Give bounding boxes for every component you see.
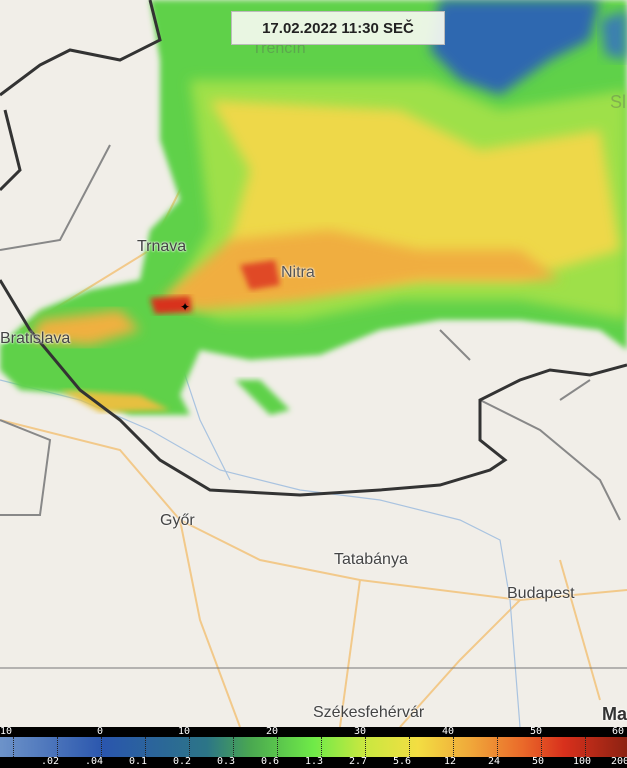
- gradient-tick: [409, 737, 411, 757]
- gradient-tick: [277, 737, 279, 757]
- color-gradient: [0, 737, 627, 757]
- country-label-hungary: Ma: [602, 704, 627, 724]
- dbz-label: 50: [529, 726, 543, 737]
- rate-label: 2.7: [348, 756, 368, 767]
- rate-label: 0.3: [216, 756, 236, 767]
- dbz-label: 30: [353, 726, 367, 737]
- gradient-tick: [365, 737, 367, 757]
- rate-label: 0.6: [260, 756, 280, 767]
- city-label-trnava: Trnava: [137, 238, 187, 255]
- radar-map[interactable]: Trenčín Trnava Nitra Bratislava Győr Tat…: [0, 0, 627, 727]
- gradient-tick: [497, 737, 499, 757]
- gradient-tick: [453, 737, 455, 757]
- dbz-label: 0: [96, 726, 104, 737]
- rate-label: 12: [443, 756, 457, 767]
- dbz-label: 40: [441, 726, 455, 737]
- gradient-tick: [57, 737, 59, 757]
- city-label-budapest: Budapest: [507, 585, 575, 602]
- rate-label: 24: [487, 756, 501, 767]
- rate-label: 100: [572, 756, 592, 767]
- city-label-gyor: Győr: [160, 512, 195, 529]
- timestamp: 17.02.2022 11:30 SEČ: [262, 19, 414, 37]
- rivers: [0, 359, 521, 727]
- dbz-label: 60: [611, 726, 625, 737]
- gradient-tick: [145, 737, 147, 757]
- rate-label: 5.6: [392, 756, 412, 767]
- rate-label: 50: [531, 756, 545, 767]
- borders: [0, 0, 627, 669]
- city-label-szekesfehervar: Székesfehérvár: [313, 704, 425, 721]
- rate-label: 0.2: [172, 756, 192, 767]
- rate-label: 0.1: [128, 756, 148, 767]
- dbz-label: 10: [0, 726, 13, 737]
- color-legend: 10 0 10 20 30 40 50 60 .02 .04 0.1 0.2 0…: [0, 727, 627, 768]
- city-label-tatabanya: Tatabánya: [334, 551, 408, 568]
- country-label-slovakia: Sl: [610, 92, 627, 112]
- map-layer: [0, 0, 627, 727]
- gradient-tick: [189, 737, 191, 757]
- gradient-tick: [101, 737, 103, 757]
- city-label-nitra: Nitra: [281, 264, 315, 281]
- rate-label: .04: [84, 756, 104, 767]
- city-label-bratislava: Bratislava: [0, 330, 71, 347]
- rate-scale: .02 .04 0.1 0.2 0.3 0.6 1.3 2.7 5.6 12 2…: [0, 757, 627, 767]
- dbz-label: 10: [177, 726, 191, 737]
- gradient-tick: [233, 737, 235, 757]
- dbz-scale: 10 0 10 20 30 40 50 60: [0, 727, 627, 737]
- gradient-tick: [321, 737, 323, 757]
- timestamp-box: 17.02.2022 11:30 SEČ: [231, 11, 445, 45]
- rate-label: .02: [40, 756, 60, 767]
- dbz-label: 20: [265, 726, 279, 737]
- radar-echo: [0, 0, 627, 415]
- rate-label: 200: [610, 756, 627, 767]
- rate-label: 1.3: [304, 756, 324, 767]
- location-marker-icon: ✦: [180, 300, 191, 314]
- gradient-tick: [541, 737, 543, 757]
- gradient-tick: [585, 737, 587, 757]
- gradient-tick: [13, 737, 15, 757]
